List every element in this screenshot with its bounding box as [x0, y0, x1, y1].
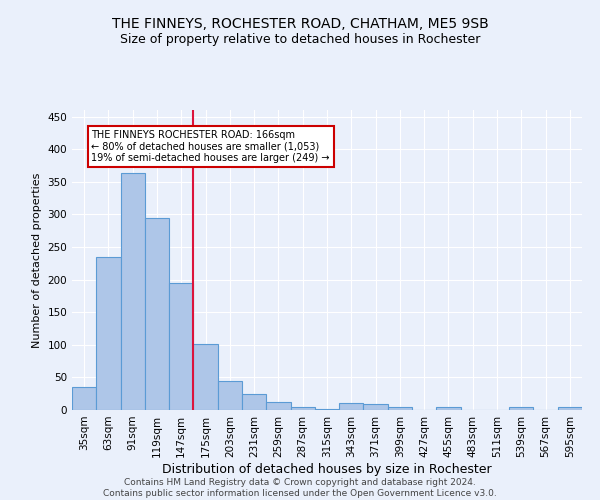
Text: THE FINNEYS ROCHESTER ROAD: 166sqm
← 80% of detached houses are smaller (1,053)
: THE FINNEYS ROCHESTER ROAD: 166sqm ← 80%… [91, 130, 330, 163]
Text: Contains HM Land Registry data © Crown copyright and database right 2024.
Contai: Contains HM Land Registry data © Crown c… [103, 478, 497, 498]
Bar [364, 404, 388, 410]
Bar [509, 408, 533, 410]
Bar [388, 408, 412, 410]
Bar [558, 408, 582, 410]
Bar [145, 218, 169, 410]
Bar [290, 408, 315, 410]
Bar [436, 408, 461, 410]
Bar [339, 404, 364, 410]
Text: Size of property relative to detached houses in Rochester: Size of property relative to detached ho… [120, 32, 480, 46]
Bar [72, 387, 96, 410]
Bar [218, 382, 242, 410]
Y-axis label: Number of detached properties: Number of detached properties [32, 172, 42, 348]
Text: THE FINNEYS, ROCHESTER ROAD, CHATHAM, ME5 9SB: THE FINNEYS, ROCHESTER ROAD, CHATHAM, ME… [112, 18, 488, 32]
Bar [242, 394, 266, 410]
X-axis label: Distribution of detached houses by size in Rochester: Distribution of detached houses by size … [162, 462, 492, 475]
Bar [169, 283, 193, 410]
Bar [266, 402, 290, 410]
Bar [96, 258, 121, 410]
Bar [121, 174, 145, 410]
Bar [193, 344, 218, 410]
